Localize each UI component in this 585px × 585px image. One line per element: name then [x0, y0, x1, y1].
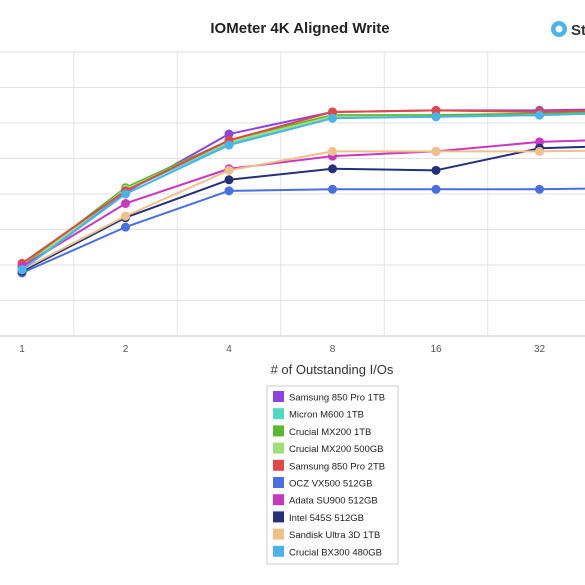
series-line	[21, 149, 585, 271]
data-point	[328, 184, 337, 194]
grid	[0, 51, 585, 337]
data-point	[224, 175, 234, 185]
series-line	[21, 109, 585, 265]
logo: St	[551, 21, 585, 39]
data-point	[431, 165, 441, 175]
data-point	[328, 164, 337, 174]
series-layer	[17, 105, 585, 278]
data-point	[535, 137, 544, 147]
data-point	[431, 146, 441, 156]
legend-label: Micron M600 1TB	[289, 410, 364, 421]
legend-swatch	[273, 425, 284, 437]
data-point	[121, 211, 130, 221]
data-point	[224, 186, 234, 196]
series	[17, 105, 585, 268]
x-tick-label: 16	[430, 344, 442, 355]
data-point	[431, 184, 441, 194]
legend-label: OCZ VX500 512GB	[289, 479, 372, 490]
data-point	[431, 112, 441, 122]
legend-label: Samsung 850 Pro 2TB	[289, 461, 385, 472]
series	[17, 110, 585, 275]
data-point	[328, 146, 337, 156]
legend-items: Samsung 850 Pro 1TB Micron M600 1TB Crucia…	[273, 391, 385, 558]
legend-swatch	[273, 459, 284, 471]
series-line	[21, 187, 585, 274]
legend-label: Crucial BX300 480GB	[289, 547, 382, 558]
legend-label: Intel 545S 512GB	[289, 513, 364, 524]
x-tick-label: 2	[123, 344, 129, 355]
legend: Samsung 850 Pro 1TB Micron M600 1TB Crucia…	[266, 385, 399, 565]
data-point	[121, 198, 130, 208]
data-point	[224, 165, 234, 175]
legend-swatch	[273, 511, 284, 523]
storagereview-logo-icon-inner	[555, 25, 563, 33]
chart-title: IOMeter 4K Aligned Write	[210, 20, 389, 37]
data-point	[17, 265, 27, 275]
x-tick-label: 8	[330, 344, 336, 355]
legend-label: Crucial MX200 500GB	[289, 444, 384, 455]
legend-swatch	[273, 494, 284, 506]
data-point	[328, 107, 337, 117]
logo-text: St	[571, 22, 585, 39]
legend-box	[266, 385, 399, 565]
x-tick-label: 4	[226, 344, 232, 355]
legend-label: Crucial MX200 1TB	[289, 427, 371, 438]
data-point	[535, 184, 544, 194]
legend-swatch	[273, 528, 284, 540]
legend-label: Adata SU900 512GB	[289, 496, 378, 507]
legend-label: Sandisk Ultra 3D 1TB	[289, 530, 380, 541]
data-point	[121, 189, 130, 199]
x-tick-label: 1	[19, 344, 25, 355]
x-tick-labels: 1248163264	[19, 344, 546, 355]
legend-swatch	[273, 545, 284, 557]
legend-swatch	[273, 391, 284, 402]
data-point	[121, 222, 130, 232]
data-point	[535, 110, 544, 120]
legend-label: Samsung 850 Pro 1TB	[289, 393, 385, 404]
legend-swatch	[273, 477, 284, 488]
series-line	[21, 112, 585, 271]
data-point	[224, 129, 234, 139]
data-point	[328, 113, 337, 123]
x-axis-title: # of Outstanding I/Os	[271, 362, 394, 377]
data-point	[224, 140, 234, 150]
legend-swatch	[273, 442, 284, 454]
data-point	[535, 146, 544, 156]
series	[17, 137, 585, 272]
legend-swatch	[273, 408, 284, 420]
x-tick-label: 32	[534, 344, 546, 355]
data-point	[431, 105, 441, 115]
